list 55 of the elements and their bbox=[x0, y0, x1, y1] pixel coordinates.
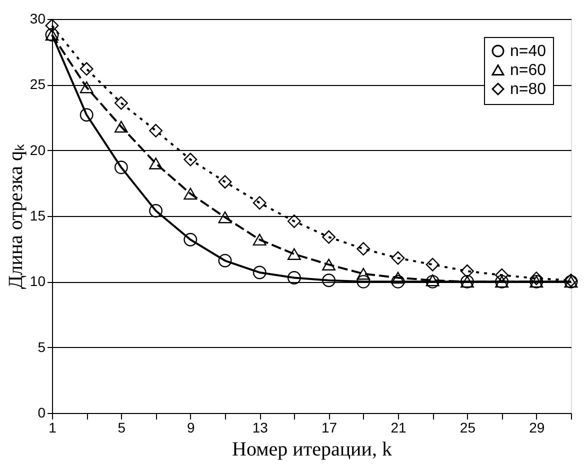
point bbox=[45, 18, 59, 32]
point bbox=[426, 258, 440, 272]
point bbox=[218, 175, 232, 189]
x-tick-label: 25 bbox=[460, 420, 476, 436]
point bbox=[530, 272, 544, 286]
point bbox=[184, 232, 198, 246]
point bbox=[252, 234, 266, 246]
y-tick-label: 15 bbox=[30, 208, 46, 224]
y-tick-label: 5 bbox=[38, 338, 46, 355]
x-tick-label: 9 bbox=[187, 420, 195, 436]
x-tick-label: 5 bbox=[118, 420, 126, 436]
x-tick-label: 17 bbox=[322, 420, 338, 436]
legend-label: n=40 bbox=[510, 43, 546, 60]
point bbox=[391, 251, 405, 265]
point bbox=[114, 96, 128, 110]
point bbox=[114, 160, 128, 174]
point bbox=[356, 242, 370, 256]
legend-label: n=60 bbox=[510, 62, 546, 79]
point bbox=[495, 268, 509, 282]
point bbox=[184, 152, 198, 166]
point bbox=[287, 248, 301, 260]
point bbox=[391, 272, 405, 284]
y-tick-label: 25 bbox=[30, 76, 46, 92]
point bbox=[356, 268, 370, 280]
x-axis-title: Номер итерации, k bbox=[232, 438, 392, 460]
point bbox=[287, 271, 301, 284]
y-tick-label: 10 bbox=[30, 273, 46, 290]
point bbox=[218, 254, 232, 268]
y-tick-label: 0 bbox=[38, 404, 46, 420]
y-axis-title: Длина отрезка qₖ bbox=[4, 144, 27, 289]
point bbox=[252, 266, 266, 280]
point bbox=[149, 158, 163, 170]
y-tick-label: 30 bbox=[30, 10, 46, 26]
x-tick-label: 21 bbox=[390, 420, 406, 436]
point bbox=[460, 264, 474, 278]
x-tick-label: 29 bbox=[529, 420, 545, 436]
point bbox=[80, 62, 94, 76]
x-tick-label: 1 bbox=[48, 420, 57, 436]
x-tick-label: 13 bbox=[252, 420, 268, 436]
point bbox=[322, 258, 336, 270]
point bbox=[356, 274, 370, 288]
point bbox=[80, 81, 94, 94]
point bbox=[322, 230, 336, 244]
y-tick-label: 20 bbox=[30, 142, 46, 158]
point bbox=[287, 214, 301, 228]
point bbox=[114, 120, 128, 133]
point bbox=[184, 188, 198, 200]
point bbox=[391, 274, 405, 288]
point bbox=[218, 211, 232, 224]
point bbox=[149, 124, 163, 138]
point bbox=[80, 108, 94, 122]
point bbox=[322, 274, 336, 288]
point bbox=[252, 196, 266, 210]
point bbox=[149, 204, 163, 218]
legend-label: n=80 bbox=[510, 81, 546, 98]
